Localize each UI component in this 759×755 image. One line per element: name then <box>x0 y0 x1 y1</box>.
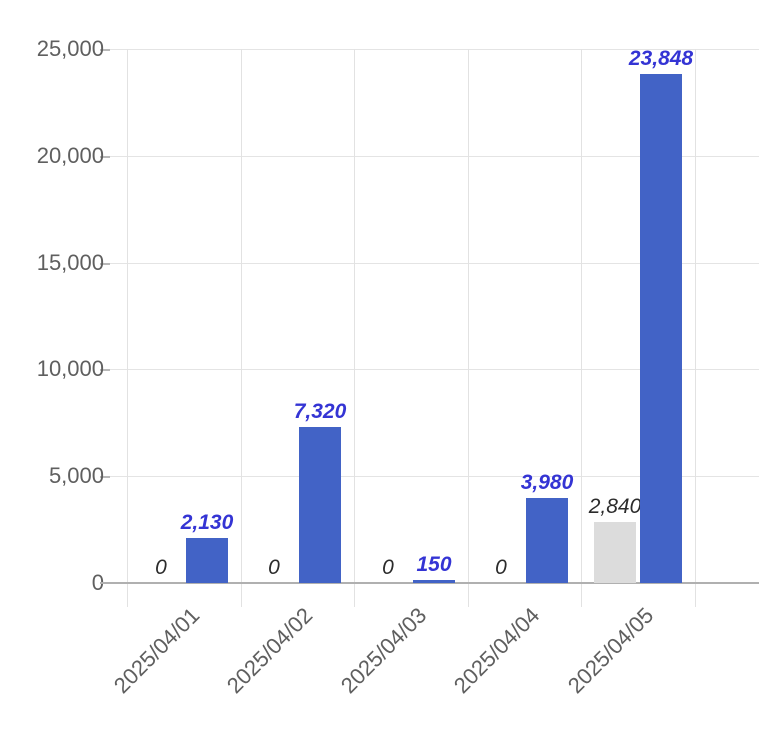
y-axis-tick <box>100 369 110 371</box>
horizontal-gridline <box>110 369 759 370</box>
vertical-gridline <box>127 49 128 607</box>
y-axis-tick-label: 15,000 <box>36 250 104 275</box>
bar-series-2-blue-cat5[interactable] <box>640 74 682 583</box>
y-axis-tick-label: 25,000 <box>36 36 104 61</box>
y-axis-tick-label: 20,000 <box>36 143 104 168</box>
bar-value-label: 7,320 <box>293 400 347 423</box>
bar-value-label: 0 <box>268 556 280 579</box>
horizontal-gridline <box>110 476 759 477</box>
y-axis-tick-label: 10,000 <box>36 356 104 381</box>
x-axis-tick-label: 2025/04/03 <box>335 602 432 699</box>
bar-value-label: 2,130 <box>180 511 234 534</box>
bar-value-label: 150 <box>416 553 452 576</box>
vertical-gridline <box>468 49 469 607</box>
bar-series-2-blue-cat2[interactable] <box>299 427 341 583</box>
y-axis-tick <box>100 49 110 51</box>
y-axis-tick-label: 0 <box>91 570 104 595</box>
horizontal-gridline <box>110 263 759 264</box>
x-axis-line <box>100 582 759 584</box>
vertical-gridline <box>354 49 355 607</box>
y-axis-tick <box>100 263 110 265</box>
x-axis-tick-label: 2025/04/05 <box>562 602 659 699</box>
bar-value-label: 0 <box>382 556 394 579</box>
bar-series-2-blue-cat3[interactable] <box>413 580 455 583</box>
bar-value-label: 0 <box>495 556 507 579</box>
y-axis-tick-label: 5,000 <box>48 463 104 488</box>
x-axis-tick-label: 2025/04/04 <box>448 602 545 699</box>
y-axis-tick <box>100 156 110 158</box>
horizontal-gridline <box>110 49 759 50</box>
bar-series-2-blue-cat4[interactable] <box>526 498 568 583</box>
x-axis-tick-label: 2025/04/01 <box>108 602 205 699</box>
bar-series-2-blue-cat1[interactable] <box>186 538 228 583</box>
vertical-gridline <box>581 49 582 607</box>
y-axis-tick <box>100 476 110 478</box>
bar-value-label: 0 <box>155 556 167 579</box>
bar-value-label: 3,980 <box>520 471 574 494</box>
bar-series-1-gray-cat5[interactable] <box>594 522 636 583</box>
bar-value-label: 23,848 <box>628 47 694 70</box>
x-axis-tick-label: 2025/04/02 <box>221 602 318 699</box>
vertical-gridline <box>241 49 242 607</box>
horizontal-gridline <box>110 156 759 157</box>
vertical-gridline <box>695 49 696 607</box>
bar-value-label: 2,840 <box>588 495 642 518</box>
